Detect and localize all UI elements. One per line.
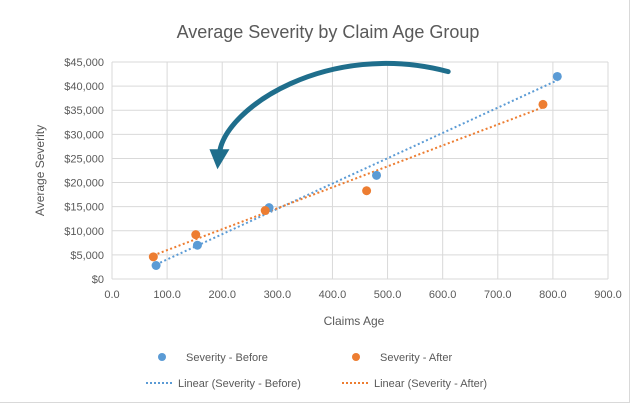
y-tick-label: $10,000 xyxy=(64,226,104,238)
point-before-4 xyxy=(552,71,562,81)
point-before-1 xyxy=(192,240,202,250)
x-tick-label: 900.0 xyxy=(594,289,622,301)
x-tick-label: 700.0 xyxy=(484,289,512,301)
y-tick-label: $0 xyxy=(92,274,104,286)
annotation-arrow xyxy=(209,60,451,170)
legend-label: Severity - Before xyxy=(186,352,268,364)
y-tick-label: $30,000 xyxy=(64,129,104,141)
legend-item-1: Severity - After xyxy=(352,352,452,364)
gridlines xyxy=(111,61,609,280)
legend: Severity - Before Severity - After Linear … xyxy=(146,352,487,390)
arrow-curve xyxy=(216,60,451,156)
trendline-after xyxy=(152,106,544,257)
legend-marker xyxy=(352,353,360,361)
point-after-1 xyxy=(191,230,201,240)
y-tick-label: $25,000 xyxy=(64,153,104,165)
y-tick-label: $15,000 xyxy=(64,202,104,214)
data-points xyxy=(148,71,562,270)
x-tick-label: 0.0 xyxy=(104,289,119,301)
y-tick-label: $5,000 xyxy=(70,250,104,262)
chart-title: Average Severity by Claim Age Group xyxy=(177,22,480,42)
x-axis-title: Claims Age xyxy=(324,314,385,328)
trendline-before xyxy=(155,79,558,266)
x-tick-label: 100.0 xyxy=(153,289,181,301)
legend-item-2: Linear (Severity - Before) xyxy=(146,378,301,390)
legend-label: Linear (Severity - Before) xyxy=(178,378,301,390)
point-after-4 xyxy=(538,99,548,109)
point-after-2 xyxy=(260,206,270,216)
x-tick-label: 200.0 xyxy=(208,289,236,301)
trendlines xyxy=(152,79,558,266)
arrow-head xyxy=(209,149,230,170)
legend-label: Linear (Severity - After) xyxy=(374,378,487,390)
x-tick-label: 500.0 xyxy=(374,289,402,301)
x-tick-label: 600.0 xyxy=(429,289,457,301)
legend-item-0: Severity - Before xyxy=(158,352,268,364)
chart-frame xyxy=(0,0,630,403)
x-axis-ticks: 0.0 100.0 200.0 300.0 400.0 500.0 600.0 700.0 80… xyxy=(104,289,621,301)
y-axis-title: Average Severity xyxy=(33,125,47,216)
x-tick-label: 300.0 xyxy=(264,289,292,301)
point-before-0 xyxy=(151,260,161,270)
point-before-3 xyxy=(372,170,382,180)
legend-marker xyxy=(158,353,166,361)
y-tick-label: $45,000 xyxy=(64,57,104,69)
legend-label: Severity - After xyxy=(380,352,452,364)
x-tick-label: 800.0 xyxy=(539,289,567,301)
point-after-0 xyxy=(148,252,158,262)
y-axis-ticks: $0 $5,000 $10,000 $15,000 $20,000 $25,000 $30,… xyxy=(64,57,104,286)
legend-item-3: Linear (Severity - After) xyxy=(342,378,487,390)
y-tick-label: $40,000 xyxy=(64,81,104,93)
x-tick-label: 400.0 xyxy=(319,289,347,301)
y-tick-label: $35,000 xyxy=(64,105,104,117)
point-after-3 xyxy=(362,186,372,196)
y-tick-label: $20,000 xyxy=(64,178,104,190)
